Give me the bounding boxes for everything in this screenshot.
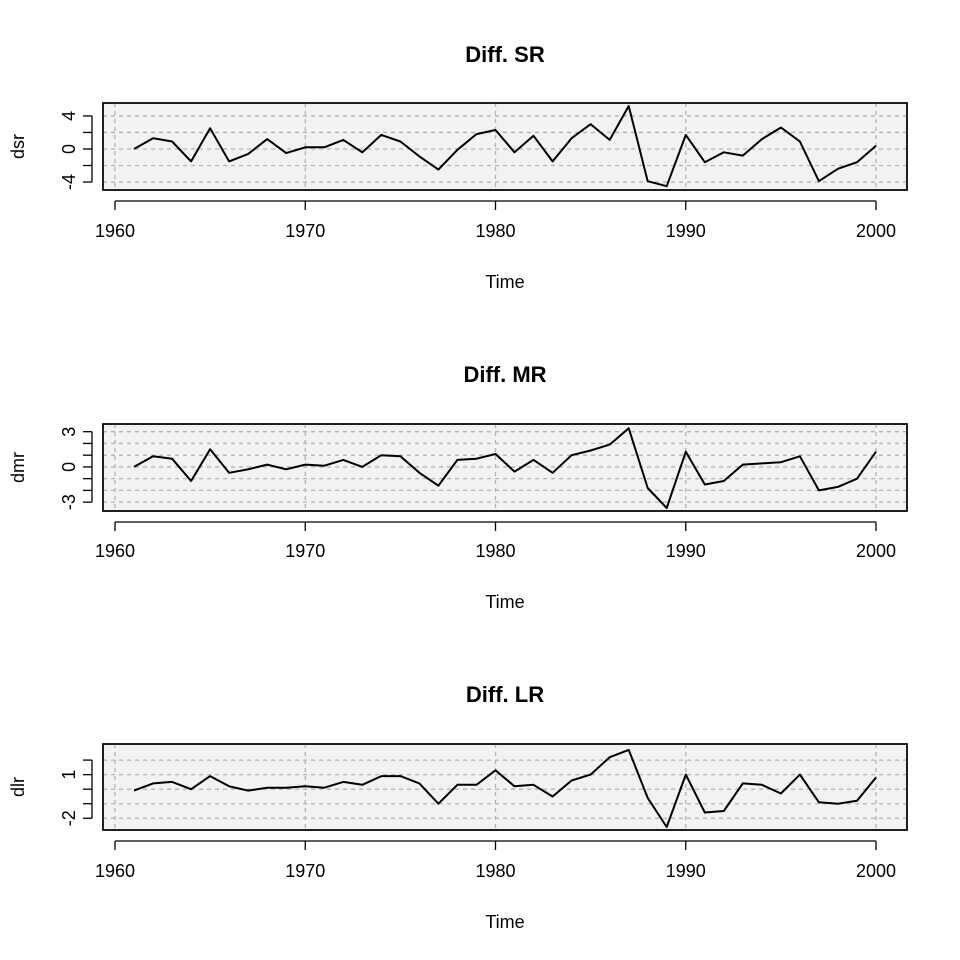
x-tick-label: 1980: [475, 221, 515, 241]
y-tick-label: -3: [59, 494, 79, 510]
plot-area: [102, 102, 908, 191]
series-line: [133, 427, 877, 509]
y-axis-label: dsr: [8, 134, 28, 159]
x-tick-label: 1960: [95, 861, 135, 881]
x-axis-label: Time: [485, 912, 524, 932]
x-tick-label: 1990: [666, 221, 706, 241]
plot-area: [102, 743, 908, 831]
x-tick-label: 2000: [856, 861, 896, 881]
series-line: [133, 748, 877, 828]
y-tick-label: 4: [59, 111, 79, 121]
x-axis-label: Time: [485, 272, 524, 292]
panel-diff-sr: Diff. SR 1960 1970 1980 1990 2000 Time -4 0 4 dsr: [8, 42, 908, 292]
plot-border: [102, 423, 908, 512]
x-tick-label: 2000: [856, 541, 896, 561]
y-axis-label: dlr: [8, 777, 28, 797]
panel-diff-mr: Diff. MR 1960 1970 1980 1990 2000 Time -3 0 3 dmr: [8, 362, 908, 612]
y-tick-label: -4: [59, 174, 79, 190]
chart-title: Diff. SR: [465, 42, 545, 67]
x-tick-label: 1960: [95, 541, 135, 561]
plot-border: [102, 743, 908, 831]
x-tick-label: 1980: [475, 541, 515, 561]
panel-diff-lr: Diff. LR 1960 1970 1980 1990 2000 Time -2 1 dlr: [8, 682, 908, 932]
y-axis-label: dmr: [8, 452, 28, 483]
y-tick-label: 1: [59, 770, 79, 780]
x-tick-label: 1960: [95, 221, 135, 241]
x-tick-label: 1990: [666, 541, 706, 561]
x-tick-label: 1970: [285, 541, 325, 561]
y-tick-label: 0: [59, 144, 79, 154]
plot-border: [102, 102, 908, 191]
y-tick-label: 3: [59, 427, 79, 437]
x-tick-label: 1970: [285, 221, 325, 241]
x-tick-label: 1990: [666, 861, 706, 881]
y-tick-label: 0: [59, 462, 79, 472]
x-tick-label: 1980: [475, 861, 515, 881]
series-line: [133, 105, 877, 188]
y-tick-label: -2: [59, 810, 79, 826]
chart-title: Diff. MR: [463, 362, 546, 387]
chart-title: Diff. LR: [466, 682, 544, 707]
x-tick-label: 1970: [285, 861, 325, 881]
x-axis-label: Time: [485, 592, 524, 612]
x-tick-label: 2000: [856, 221, 896, 241]
